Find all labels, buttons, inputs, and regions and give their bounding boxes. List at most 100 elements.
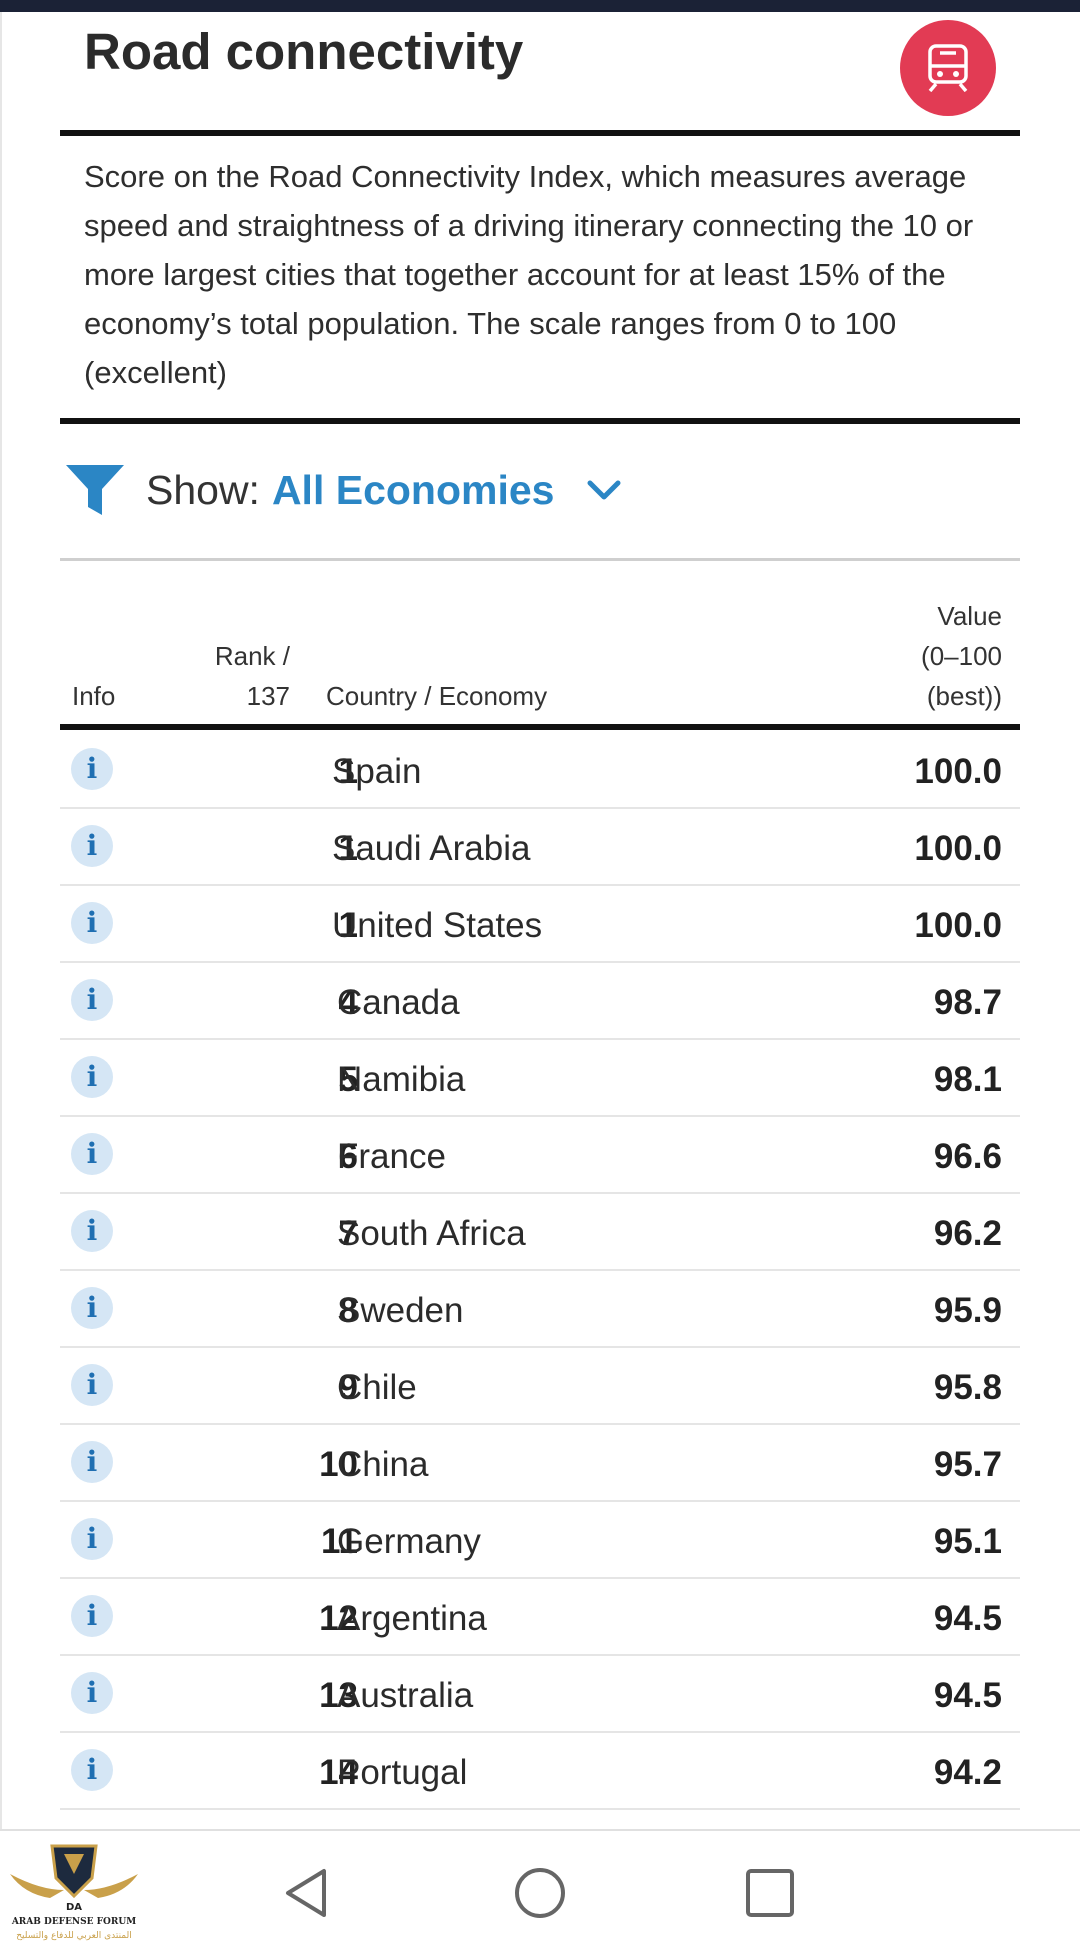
info-icon[interactable]: i xyxy=(71,748,113,790)
rank-cell: 1 xyxy=(338,752,358,791)
value-cell: 96.6 xyxy=(933,1137,1002,1176)
filter-value[interactable]: All Economies xyxy=(271,466,555,513)
top-status-bar xyxy=(0,0,1080,12)
country-cell: Argentina xyxy=(337,1599,487,1638)
value-cell: 95.7 xyxy=(933,1445,1002,1484)
ranking-table: i 1 Spain 100.0 i 1 Saudi Arabia 100.0 i… xyxy=(60,732,1020,1810)
home-icon[interactable] xyxy=(512,1865,568,1921)
column-header-rank-line1: Rank / xyxy=(214,641,290,671)
table-row: i 7 South Africa 96.2 xyxy=(60,1194,1020,1271)
country-cell: Australia xyxy=(337,1676,474,1715)
info-icon[interactable]: i xyxy=(71,902,113,944)
filter-label: Show: xyxy=(146,466,260,513)
value-cell: 100.0 xyxy=(914,752,1002,791)
column-header-value-line1: Value xyxy=(937,601,1002,631)
table-row: i 5 Namibia 98.1 xyxy=(60,1040,1020,1117)
rank-cell: 14 xyxy=(319,1753,358,1792)
value-cell: 98.7 xyxy=(933,983,1002,1022)
eagle-shield-logo-icon: DA ARAB DEFENSE FORUM المنتدى العربي للد… xyxy=(10,1844,138,1941)
table-row: i 8 Sweden 95.9 xyxy=(60,1271,1020,1348)
description-divider xyxy=(60,418,1020,424)
indicator-description: Score on the Road Connectivity Index, wh… xyxy=(84,159,974,390)
country-cell: China xyxy=(337,1445,429,1484)
filter-funnel-icon xyxy=(66,465,124,515)
table-row: i 9 Chile 95.8 xyxy=(60,1348,1020,1425)
table-row: i 1 Saudi Arabia 100.0 xyxy=(60,809,1020,886)
table-row: i 10 China 95.7 xyxy=(60,1425,1020,1502)
train-badge xyxy=(900,20,996,116)
table-row: i 13 Australia 94.5 xyxy=(60,1656,1020,1733)
country-cell: Canada xyxy=(337,983,460,1022)
value-cell: 94.5 xyxy=(933,1599,1002,1638)
header-divider xyxy=(60,130,1020,136)
table-row: i 1 United States 100.0 xyxy=(60,886,1020,963)
arab-defense-forum-watermark: DA ARAB DEFENSE FORUM المنتدى العربي للد… xyxy=(6,1838,142,1946)
country-cell: South Africa xyxy=(337,1214,526,1253)
info-icon[interactable]: i xyxy=(71,1518,113,1560)
info-icon[interactable]: i xyxy=(71,1287,113,1329)
info-icon[interactable]: i xyxy=(71,1210,113,1252)
rank-cell: 11 xyxy=(321,1522,358,1561)
filter-divider xyxy=(60,558,1020,561)
back-icon[interactable] xyxy=(280,1865,336,1921)
country-cell: Saudi Arabia xyxy=(332,829,531,868)
table-row: i 12 Argentina 94.5 xyxy=(60,1579,1020,1656)
rank-cell: 10 xyxy=(319,1445,358,1484)
info-icon[interactable]: i xyxy=(71,1672,113,1714)
country-cell: Spain xyxy=(332,752,422,791)
rank-cell: 6 xyxy=(338,1137,358,1176)
value-cell: 96.2 xyxy=(933,1214,1002,1253)
table-header-divider xyxy=(60,724,1020,730)
recents-icon[interactable] xyxy=(742,1865,798,1921)
country-cell: Portugal xyxy=(337,1753,468,1792)
value-cell: 94.2 xyxy=(933,1753,1002,1792)
info-icon[interactable]: i xyxy=(71,1056,113,1098)
rank-cell: 8 xyxy=(338,1291,358,1330)
country-cell: United States xyxy=(332,906,543,945)
info-icon[interactable]: i xyxy=(71,825,113,867)
rank-cell: 4 xyxy=(338,983,358,1022)
watermark-arabic-name: المنتدى العربي للدفاع والتسليح xyxy=(16,1931,131,1941)
value-cell: 95.1 xyxy=(933,1522,1002,1561)
info-icon[interactable]: i xyxy=(71,1441,113,1483)
table-row: i 4 Canada 98.7 xyxy=(60,963,1020,1040)
column-header-rank[interactable]: Rank / 137 xyxy=(180,636,290,716)
info-icon[interactable]: i xyxy=(71,1595,113,1637)
column-header-value-line3: (best)) xyxy=(926,681,1002,711)
table-row: i 6 France 96.6 xyxy=(60,1117,1020,1194)
info-icon[interactable]: i xyxy=(71,1364,113,1406)
value-cell: 100.0 xyxy=(914,829,1002,868)
column-header-country[interactable]: Country / Economy xyxy=(326,681,548,711)
watermark-name: ARAB DEFENSE FORUM xyxy=(11,1917,136,1927)
country-cell: Namibia xyxy=(337,1060,466,1099)
country-cell: France xyxy=(337,1137,446,1176)
rank-cell: 1 xyxy=(338,829,358,868)
info-icon[interactable]: i xyxy=(71,1133,113,1175)
column-header-rank-line2: 137 xyxy=(246,681,290,711)
rank-cell: 9 xyxy=(338,1368,358,1407)
column-header-info: Info xyxy=(72,681,116,711)
value-cell: 95.8 xyxy=(933,1368,1002,1407)
country-cell: Sweden xyxy=(337,1291,464,1330)
country-cell: Germany xyxy=(337,1522,481,1561)
rank-cell: 12 xyxy=(319,1599,358,1638)
rank-cell: 1 xyxy=(338,906,358,945)
value-cell: 94.5 xyxy=(933,1676,1002,1715)
info-icon[interactable]: i xyxy=(71,979,113,1021)
chevron-down-icon[interactable] xyxy=(584,476,624,504)
table-row: i 11 Germany 95.1 xyxy=(60,1502,1020,1579)
column-header-value-line2: (0–100 xyxy=(921,641,1002,671)
train-icon xyxy=(928,44,968,92)
info-icon[interactable]: i xyxy=(71,1749,113,1791)
android-navigation-bar xyxy=(0,1829,1080,1951)
table-row: i 14 Portugal 94.2 xyxy=(60,1733,1020,1810)
watermark-initials: DA xyxy=(66,1902,82,1913)
table-row: i 1 Spain 100.0 xyxy=(60,732,1020,809)
value-cell: 100.0 xyxy=(914,906,1002,945)
page-title: Road connectivity xyxy=(84,23,524,80)
rank-cell: 5 xyxy=(338,1060,358,1099)
value-cell: 98.1 xyxy=(933,1060,1002,1099)
economy-filter[interactable]: Show: All Economies xyxy=(64,460,624,520)
column-header-value[interactable]: Value (0–100 (best)) xyxy=(860,596,1002,716)
left-edge-divider xyxy=(0,12,2,1832)
